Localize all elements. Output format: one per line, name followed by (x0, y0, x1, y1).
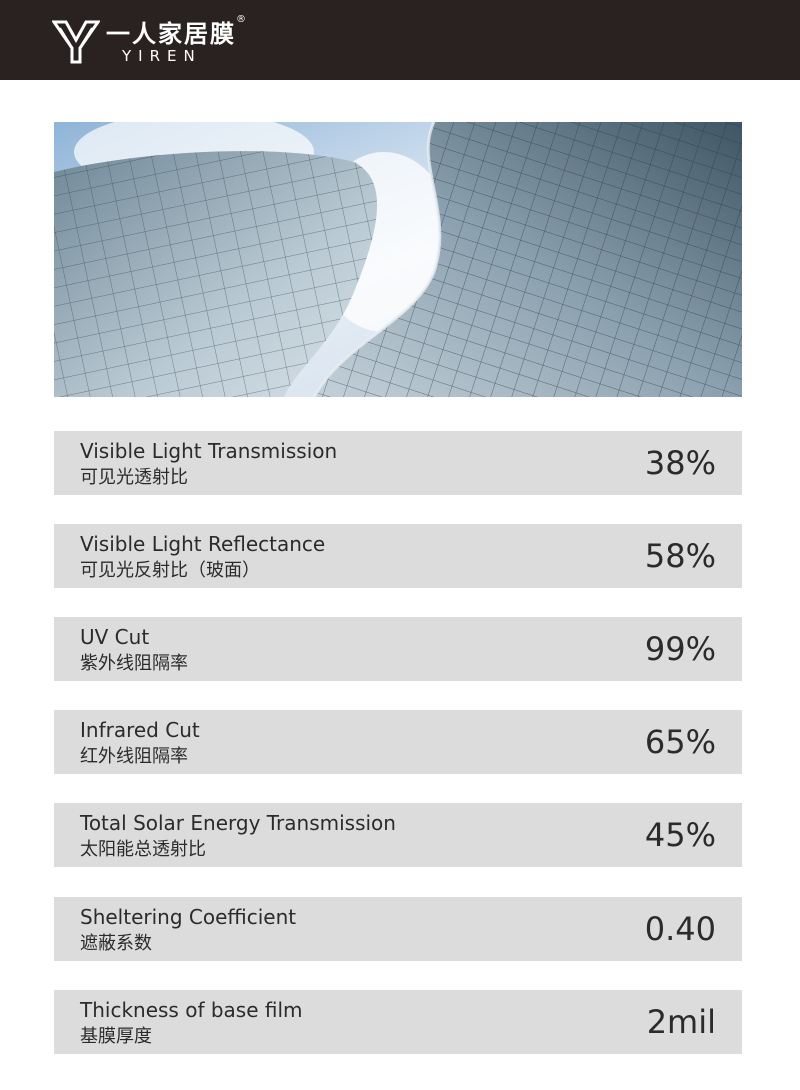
spec-label-cn: 可见光透射比 (80, 467, 188, 488)
spec-label-en: Visible Light Reflectance (80, 532, 326, 556)
spec-label-en: Visible Light Transmission (80, 439, 338, 463)
spec-label-cn: 太阳能总透射比 (80, 839, 206, 860)
hero-image (54, 122, 742, 397)
spec-row-visible-light-reflectance: Visible Light Reflectance 可见光反射比（玻面） 58% (54, 524, 742, 588)
spec-value: 58% (644, 537, 716, 575)
spec-label-en: UV Cut (80, 625, 150, 649)
spec-label-en: Total Solar Energy Transmission (80, 811, 396, 835)
spec-label-cn: 红外线阻隔率 (80, 746, 188, 767)
brand-name-english: YIREN (122, 47, 202, 65)
spec-label-cn: 紫外线阻隔率 (80, 653, 188, 674)
spec-label-cn: 基膜厚度 (80, 1026, 152, 1047)
yiren-logo-icon (52, 20, 100, 64)
brand-name-chinese: 一人家居膜 (106, 20, 236, 48)
spec-row-sheltering-coefficient: Sheltering Coefficient 遮蔽系数 0.40 (54, 897, 742, 961)
spec-value: 65% (644, 723, 716, 761)
spec-value: 0.40 (644, 910, 716, 948)
spec-value: 45% (644, 816, 716, 854)
spec-row-visible-light-transmission: Visible Light Transmission 可见光透射比 38% (54, 431, 742, 495)
curved-glass-building-image (54, 122, 742, 397)
spec-row-infrared-cut: Infrared Cut 红外线阻隔率 65% (54, 710, 742, 774)
spec-label-en: Infrared Cut (80, 718, 200, 742)
spec-label-cn: 可见光反射比（玻面） (80, 560, 260, 581)
registered-mark: ® (236, 14, 246, 25)
spec-label-en: Thickness of base film (80, 998, 303, 1022)
spec-label-cn: 遮蔽系数 (80, 933, 152, 954)
header-bar: 一人家居膜 ® YIREN (0, 0, 800, 80)
spec-value: 38% (644, 444, 716, 482)
spec-value: 99% (644, 630, 716, 668)
spec-label-en: Sheltering Coefficient (80, 905, 297, 929)
spec-row-thickness-of-base-film: Thickness of base film 基膜厚度 2mil (54, 990, 742, 1054)
spec-value: 2mil (646, 1003, 716, 1041)
spec-row-uv-cut: UV Cut 紫外线阻隔率 99% (54, 617, 742, 681)
spec-row-total-solar-energy-transmission: Total Solar Energy Transmission 太阳能总透射比 … (54, 803, 742, 867)
